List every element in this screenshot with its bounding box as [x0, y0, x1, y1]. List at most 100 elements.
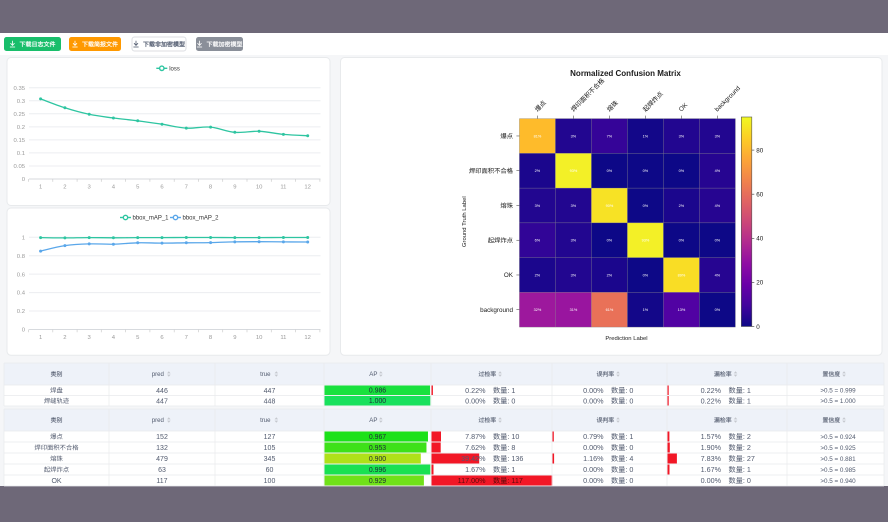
- svg-text:: 1: : 1: [743, 396, 751, 405]
- svg-text:0%: 0%: [643, 169, 649, 173]
- svg-text:60: 60: [756, 191, 764, 198]
- svg-text:: 0: : 0: [625, 386, 633, 395]
- svg-text:>0.5 = 0.985: >0.5 = 0.985: [820, 467, 856, 474]
- svg-text:0%: 0%: [679, 239, 685, 243]
- svg-text:4%: 4%: [715, 204, 721, 208]
- svg-text:0%: 0%: [643, 204, 649, 208]
- svg-text:40: 40: [756, 236, 764, 243]
- svg-text:2%: 2%: [535, 169, 541, 173]
- svg-text:: 2: : 2: [743, 443, 751, 452]
- svg-text:0.929: 0.929: [369, 478, 386, 485]
- svg-text:: 1: : 1: [507, 465, 515, 474]
- svg-text:0.22%: 0.22%: [701, 396, 722, 405]
- svg-text:Normalized Confusion Matrix: Normalized Confusion Matrix: [570, 69, 681, 78]
- svg-text:0.4: 0.4: [17, 291, 26, 297]
- svg-text:0.79%: 0.79%: [583, 432, 604, 441]
- svg-text:Ground Truth Label: Ground Truth Label: [462, 196, 468, 247]
- svg-text:2%: 2%: [607, 273, 613, 277]
- svg-text:1: 1: [22, 235, 25, 241]
- svg-text:11: 11: [280, 185, 286, 191]
- svg-text:0%: 0%: [643, 273, 649, 277]
- svg-text:background: background: [480, 307, 513, 314]
- svg-text:3%: 3%: [679, 134, 685, 138]
- svg-text:>0.5 = 0.925: >0.5 = 0.925: [820, 445, 856, 452]
- svg-text:0.00%: 0.00%: [583, 386, 604, 395]
- svg-text:: 27: : 27: [743, 454, 755, 463]
- svg-text:152: 152: [156, 434, 168, 441]
- svg-text:0.22%: 0.22%: [465, 386, 486, 395]
- svg-text:4: 4: [112, 185, 116, 191]
- svg-text:Prediction Label: Prediction Label: [605, 336, 647, 342]
- svg-text:20: 20: [756, 280, 764, 287]
- svg-text:OK: OK: [504, 272, 514, 279]
- svg-text:: 2: : 2: [743, 432, 751, 441]
- svg-text:: 4: : 4: [625, 454, 633, 463]
- svg-text:loss: loss: [169, 66, 180, 72]
- svg-text:OK: OK: [678, 101, 690, 113]
- svg-text:>0.5 = 0.924: >0.5 = 0.924: [820, 434, 856, 441]
- svg-text:0.986: 0.986: [369, 388, 386, 395]
- svg-text:0.00%: 0.00%: [583, 465, 604, 474]
- svg-text:pred: pred: [152, 371, 164, 378]
- svg-text:1: 1: [39, 185, 42, 191]
- svg-text:0: 0: [22, 177, 26, 183]
- svg-text:12: 12: [304, 335, 311, 341]
- svg-text:0.2: 0.2: [17, 309, 25, 315]
- svg-text:>0.5 = 0.940: >0.5 = 0.940: [820, 478, 856, 485]
- svg-text:90%: 90%: [606, 204, 614, 208]
- svg-text:0%: 0%: [679, 169, 685, 173]
- svg-text:0.15: 0.15: [14, 138, 26, 144]
- svg-text:1%: 1%: [643, 134, 649, 138]
- svg-text:0.00%: 0.00%: [701, 476, 722, 485]
- svg-text:0%: 0%: [607, 239, 613, 243]
- svg-text:true: true: [260, 417, 271, 424]
- svg-text:3%: 3%: [571, 273, 577, 277]
- svg-text:: 117: : 117: [507, 476, 522, 485]
- svg-text:0: 0: [756, 324, 760, 331]
- svg-text:: 0: : 0: [625, 443, 633, 452]
- svg-text:3%: 3%: [535, 204, 541, 208]
- svg-text:12: 12: [304, 185, 311, 191]
- svg-text:3%: 3%: [571, 134, 577, 138]
- svg-text:0: 0: [22, 328, 26, 334]
- svg-text:93%: 93%: [570, 169, 578, 173]
- svg-text:0.25: 0.25: [14, 112, 26, 118]
- svg-text:: 0: : 0: [625, 476, 633, 485]
- svg-text:1: 1: [39, 335, 42, 341]
- svg-text:bbox_mAP_2: bbox_mAP_2: [183, 216, 220, 222]
- svg-text:: 0: : 0: [625, 396, 633, 405]
- svg-text:7.83%: 7.83%: [701, 454, 722, 463]
- svg-text:>0.5 = 0.999: >0.5 = 0.999: [820, 388, 856, 395]
- svg-text:: 0: : 0: [743, 476, 751, 485]
- svg-text:0.00%: 0.00%: [465, 396, 486, 405]
- svg-text:448: 448: [264, 398, 276, 405]
- svg-text:0.05: 0.05: [14, 164, 26, 170]
- svg-text:1.000: 1.000: [369, 398, 386, 405]
- svg-text:446: 446: [156, 388, 168, 395]
- svg-text:447: 447: [264, 388, 276, 395]
- svg-text:0.3: 0.3: [17, 99, 26, 105]
- svg-text:447: 447: [156, 398, 168, 405]
- svg-text:0.900: 0.900: [369, 456, 386, 463]
- svg-text:9: 9: [233, 185, 236, 191]
- svg-text:89%: 89%: [678, 273, 686, 277]
- svg-text:>0.5 = 1.000: >0.5 = 1.000: [820, 398, 856, 405]
- svg-text:345: 345: [264, 456, 276, 463]
- svg-text:1.90%: 1.90%: [701, 443, 722, 452]
- svg-text:: 10: : 10: [507, 432, 519, 441]
- svg-text:0%: 0%: [607, 169, 613, 173]
- svg-text:3: 3: [88, 335, 92, 341]
- svg-text:0.00%: 0.00%: [583, 443, 604, 452]
- svg-text:3%: 3%: [571, 239, 577, 243]
- svg-text:127: 127: [264, 434, 276, 441]
- svg-text:bbox_mAP_1: bbox_mAP_1: [133, 216, 170, 222]
- svg-text:5: 5: [136, 185, 140, 191]
- svg-text:1.67%: 1.67%: [465, 465, 486, 474]
- svg-text:63: 63: [158, 467, 166, 474]
- svg-text:: 1: : 1: [507, 386, 515, 395]
- svg-text:0.1: 0.1: [17, 151, 25, 157]
- svg-text:0.6: 0.6: [17, 272, 26, 278]
- svg-text:9: 9: [233, 335, 236, 341]
- svg-text:: 8: : 8: [507, 443, 515, 452]
- svg-text:1.57%: 1.57%: [701, 432, 722, 441]
